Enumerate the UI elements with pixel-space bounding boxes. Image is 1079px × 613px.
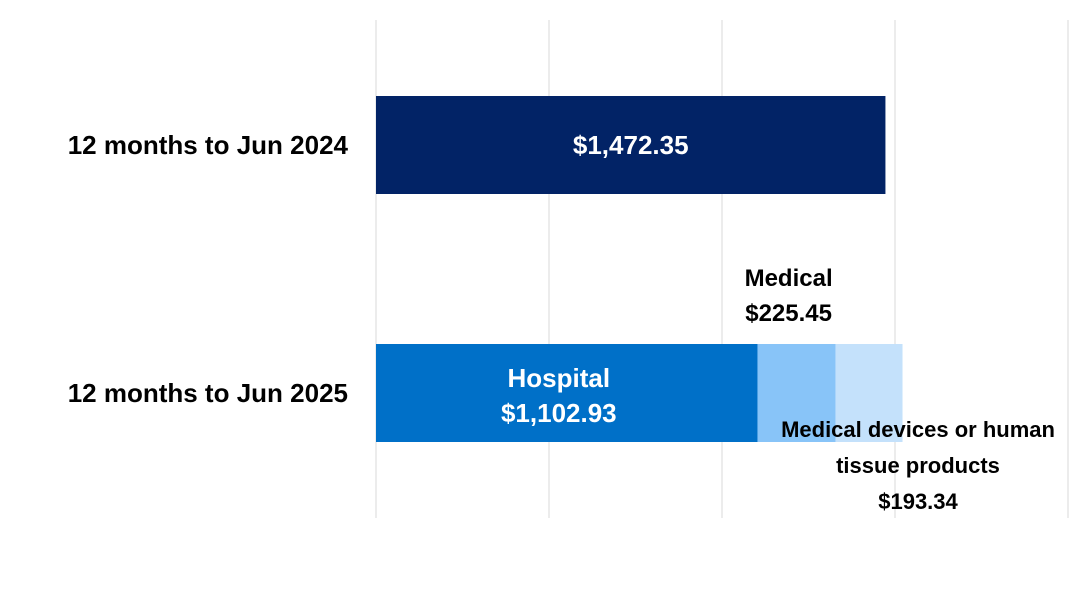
bar-segment <box>757 344 836 442</box>
category-label: 12 months to Jun 2024 <box>68 130 349 160</box>
series-name-label: Hospital <box>508 363 611 393</box>
labels: 12 months to Jun 2024 12 months to Jun 20… <box>68 130 1055 514</box>
bar-segment <box>376 344 758 442</box>
bar-segment <box>376 96 886 194</box>
data-label: $193.34 <box>878 489 958 514</box>
series-name-label: Medical <box>745 265 833 292</box>
bar-segment <box>835 344 903 442</box>
data-label: $225.45 <box>745 300 832 327</box>
data-label: $1,472.35 <box>573 130 689 160</box>
gridlines <box>375 20 1069 518</box>
series-name-label: tissue products <box>836 453 1000 478</box>
bars <box>376 96 903 442</box>
category-label: 12 months to Jun 2025 <box>68 378 348 408</box>
data-label: $1,102.93 <box>501 398 617 428</box>
series-name-label: Medical devices or human <box>781 417 1055 442</box>
